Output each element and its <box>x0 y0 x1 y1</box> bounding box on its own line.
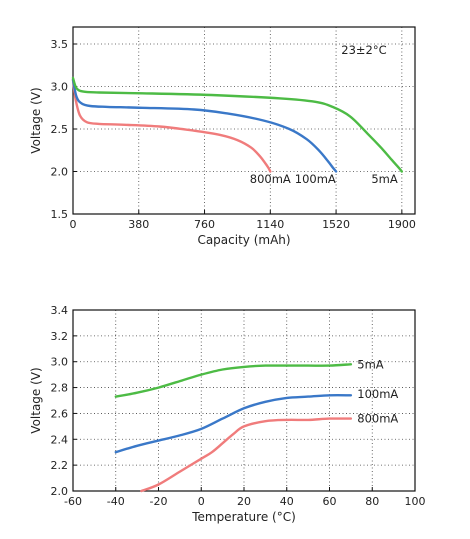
series-label-100ma: 100mA <box>357 387 398 401</box>
capacity-chart: 0 380 760 1140 1520 1900 1.5 2.0 2.5 3.0 3.5 Capaci… <box>29 26 416 247</box>
x-tick-label: 0 <box>198 495 205 508</box>
x-tick-label: 100 <box>405 495 426 508</box>
y-tick-label: 3.2 <box>51 330 69 343</box>
series-label-5ma: 5mA <box>357 357 384 371</box>
x-tick-label: -40 <box>107 495 125 508</box>
x-tick-label: 1140 <box>256 218 284 231</box>
x-tick-label: 1520 <box>322 218 350 231</box>
series-label-800ma: 800mA <box>357 412 398 426</box>
temperature-condition-annotation: 23±2°C <box>341 43 386 57</box>
series-label-5ma: 5mA <box>371 172 398 186</box>
y-tick-label: 2.6 <box>51 407 69 420</box>
series-line-800ma <box>71 78 272 173</box>
y-tick-label: 2.5 <box>51 123 69 136</box>
x-axis-label: Capacity (mAh) <box>197 233 290 247</box>
y-tick-label: 2.0 <box>51 485 69 498</box>
temperature-chart: -60 -40 -20 0 20 40 60 80 100 2.0 2.2 2.4 2.6 2.8 3.0 3… <box>29 304 426 524</box>
x-tick-label: 380 <box>128 218 149 231</box>
x-tick-label: -60 <box>64 495 82 508</box>
x-tick-label: 60 <box>323 495 337 508</box>
series-line-5ma <box>114 363 353 398</box>
y-tick-label: 3.0 <box>51 81 69 94</box>
y-axis-label: Voltage (V) <box>29 87 43 153</box>
series-line-5ma <box>71 76 403 173</box>
x-tick-label: 760 <box>194 218 215 231</box>
series-line-100ma <box>114 394 353 454</box>
y-axis-label: Voltage (V) <box>29 367 43 433</box>
y-tick-label: 3.0 <box>51 356 69 369</box>
y-tick-label: 1.5 <box>51 208 69 221</box>
series-label-800ma: 800mA <box>250 172 291 186</box>
plot-frame <box>72 26 416 215</box>
x-axis-label: Temperature (°C) <box>191 510 296 524</box>
y-tick-label: 3.4 <box>51 304 69 317</box>
series-line-800ma <box>140 417 353 493</box>
x-tick-label: 0 <box>70 218 77 231</box>
x-tick-label: 80 <box>365 495 379 508</box>
series-line-100ma <box>71 78 338 173</box>
x-tick-label: 20 <box>237 495 251 508</box>
y-tick-label: 2.4 <box>51 433 69 446</box>
series-label-100ma: 100mA <box>295 172 336 186</box>
x-tick-label: 40 <box>280 495 294 508</box>
x-tick-label: 1900 <box>388 218 416 231</box>
y-tick-label: 2.8 <box>51 382 69 395</box>
y-tick-label: 3.5 <box>51 38 69 51</box>
y-tick-label: 2.0 <box>51 166 69 179</box>
x-tick-label: -20 <box>150 495 168 508</box>
y-tick-label: 2.2 <box>51 459 69 472</box>
